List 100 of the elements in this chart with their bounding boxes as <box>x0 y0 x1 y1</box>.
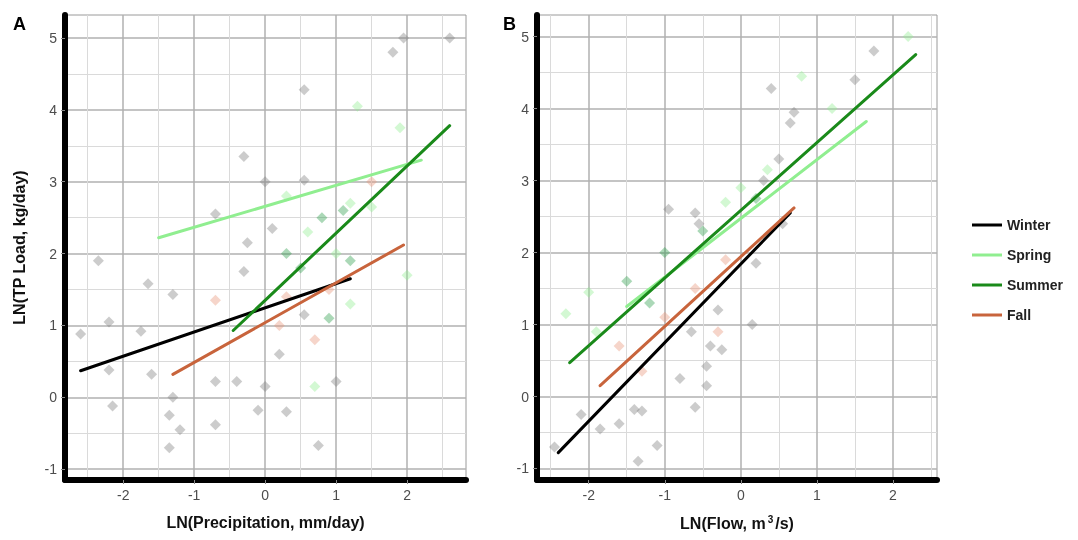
x-tick-label: -1 <box>187 487 201 503</box>
point <box>902 31 914 43</box>
x-tick-label: 2 <box>889 487 897 503</box>
point <box>387 46 399 58</box>
point <box>796 70 808 82</box>
point <box>560 308 572 320</box>
x-tick-label: 0 <box>261 487 270 503</box>
x-tick-label: 0 <box>736 487 745 503</box>
point <box>746 319 758 331</box>
point <box>788 106 800 118</box>
point <box>266 222 278 234</box>
point <box>636 405 648 417</box>
point <box>697 225 709 237</box>
point <box>575 409 587 420</box>
y-tick-label: 3 <box>521 172 530 189</box>
point <box>689 207 701 219</box>
y-tick-label: 5 <box>49 30 58 46</box>
point <box>849 74 861 86</box>
point <box>302 226 314 238</box>
point <box>316 212 328 224</box>
point <box>548 441 560 453</box>
point <box>735 182 747 194</box>
point <box>209 208 221 220</box>
point <box>75 328 87 340</box>
point <box>594 423 606 435</box>
point <box>704 340 716 352</box>
point <box>444 32 456 44</box>
point <box>701 380 713 392</box>
point <box>298 84 310 96</box>
point <box>174 424 186 436</box>
y-tick-label: 2 <box>49 245 58 262</box>
point <box>330 248 342 260</box>
point <box>209 294 221 306</box>
x-tick-label: 1 <box>812 487 821 503</box>
point <box>758 175 770 187</box>
x-tick-label: -1 <box>658 487 672 503</box>
point <box>583 286 595 298</box>
y-tick-label: -1 <box>516 460 530 477</box>
point <box>238 151 250 163</box>
point <box>663 203 675 215</box>
point <box>761 164 773 176</box>
point <box>720 254 732 266</box>
x-tick-label: -2 <box>582 487 596 503</box>
chart-title: B <box>503 14 516 34</box>
chart-title: A <box>13 14 26 34</box>
point <box>209 419 221 431</box>
y-tick-label: 1 <box>49 317 58 334</box>
point <box>163 409 175 421</box>
point <box>238 266 250 278</box>
x-tick-label: 2 <box>403 487 412 503</box>
point <box>351 100 363 112</box>
y-tick-label: 0 <box>521 388 530 405</box>
point <box>685 326 697 338</box>
y-tick-label: 4 <box>49 101 58 118</box>
x-tick-label: 1 <box>332 487 341 503</box>
point <box>259 176 271 188</box>
x-tick-label: -2 <box>116 487 130 503</box>
point <box>701 360 713 372</box>
y-tick-label: 3 <box>49 173 58 190</box>
point <box>280 248 292 260</box>
legend-label: Summer <box>1006 277 1064 293</box>
point <box>298 174 310 186</box>
point <box>163 442 175 454</box>
point <box>712 326 724 338</box>
point <box>273 319 285 331</box>
point <box>142 278 154 290</box>
point <box>398 32 410 44</box>
point <box>773 153 785 165</box>
y-tick-label: 1 <box>521 316 530 333</box>
point <box>659 247 671 259</box>
point <box>366 201 378 213</box>
point <box>689 283 701 295</box>
point <box>259 381 271 393</box>
legend-label: Winter <box>1006 217 1051 233</box>
point <box>750 257 762 269</box>
point <box>337 204 349 216</box>
y-tick-label: 4 <box>521 100 530 117</box>
point <box>621 275 633 287</box>
point <box>394 122 406 134</box>
point <box>784 117 796 129</box>
y-tick-label: 5 <box>521 28 530 45</box>
point <box>344 255 356 267</box>
point <box>644 297 656 309</box>
point <box>146 368 158 380</box>
y-tick-label: 2 <box>521 244 530 261</box>
point <box>92 255 104 267</box>
point <box>298 309 310 321</box>
point <box>135 325 147 337</box>
point <box>590 326 602 338</box>
point <box>309 334 321 346</box>
point <box>252 404 264 416</box>
point <box>674 373 686 385</box>
point <box>765 82 777 94</box>
point <box>712 304 724 316</box>
point <box>366 176 378 188</box>
point <box>628 403 640 415</box>
point <box>103 364 115 376</box>
point <box>309 381 321 393</box>
point <box>273 348 285 360</box>
point <box>167 289 179 301</box>
